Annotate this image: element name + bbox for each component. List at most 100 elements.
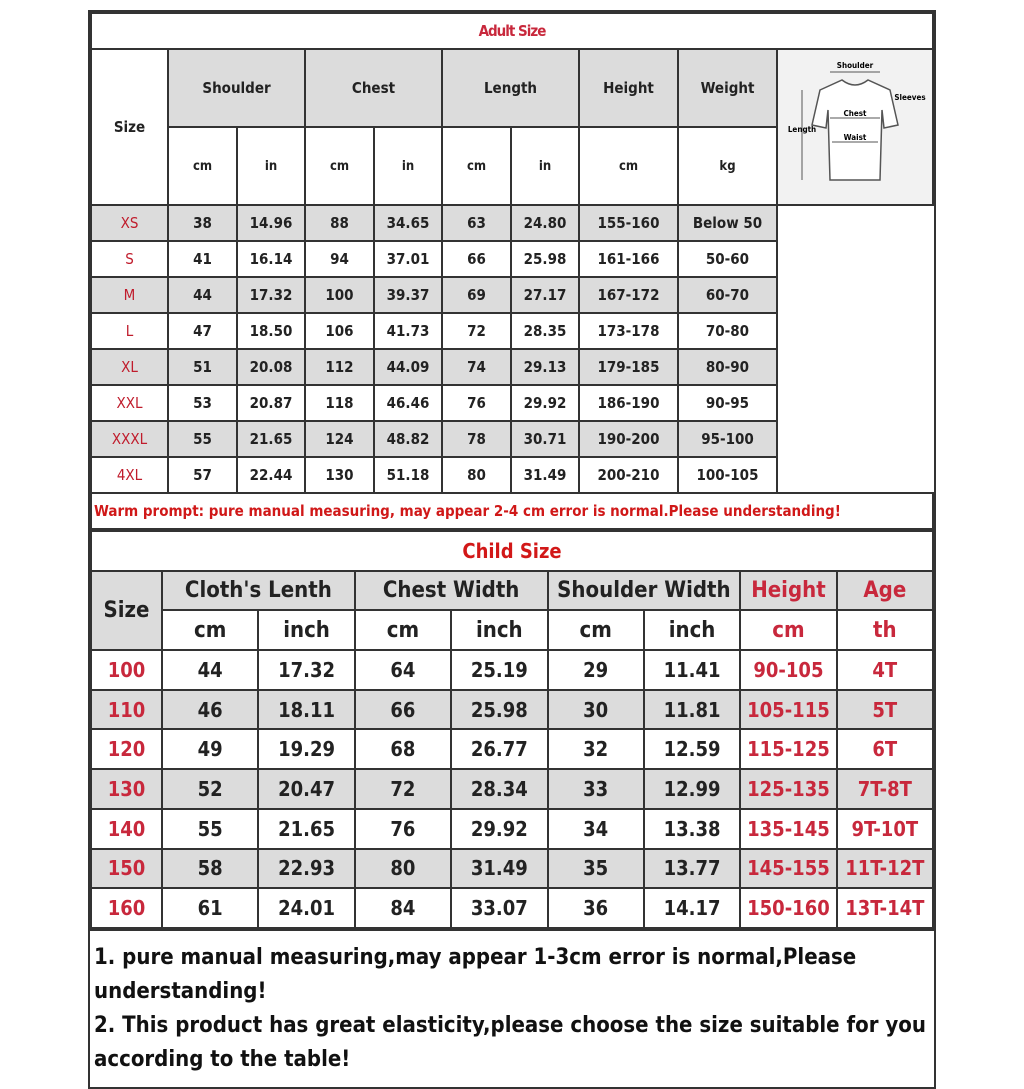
adult-size-table: Adult Size Size Shoulder Chest Length He… — [90, 12, 934, 530]
value-cell: 95-100 — [677, 420, 778, 458]
value-cell: 25.19 — [450, 649, 549, 691]
value-cell: 161-166 — [578, 240, 679, 278]
value-cell: 13T-14T — [835, 887, 935, 929]
value-cell: 105-115 — [739, 688, 838, 731]
value-cell: 44 — [167, 276, 238, 314]
value-cell: 125-135 — [739, 768, 838, 810]
table-row: XS 38 14.96 88 34.65 63 24.80 155-160 Below 50 — [90, 204, 933, 242]
unit-header: cm — [167, 126, 238, 206]
size-header: Size — [90, 569, 163, 652]
value-cell: 51 — [167, 348, 238, 386]
value-cell: 14.96 — [236, 204, 306, 242]
value-cell: 84 — [353, 887, 453, 929]
value-cell: 76 — [353, 807, 453, 850]
value-cell: 11.41 — [642, 649, 742, 691]
value-cell: 72 — [353, 768, 453, 810]
value-cell: 37.01 — [373, 240, 443, 278]
table-row: XL 51 20.08 112 44.09 74 29.13 179-185 80-90 — [90, 348, 933, 386]
value-cell: 130 — [304, 456, 375, 494]
group-header: Height — [739, 569, 838, 612]
value-cell: 64 — [353, 649, 453, 691]
value-cell: 30 — [546, 688, 645, 731]
value-cell: 34.65 — [373, 204, 443, 242]
value-cell: 155-160 — [578, 204, 679, 242]
value-cell: 70-80 — [677, 312, 778, 350]
group-header: Chest — [304, 48, 443, 128]
table-row: XXL 53 20.87 118 46.46 76 29.92 186-190 90-95 — [90, 384, 933, 422]
value-cell: 38 — [167, 204, 238, 242]
group-header: Height — [578, 48, 679, 128]
value-cell: 20.47 — [257, 768, 356, 810]
warm-prompt: Warm prompt: pure manual measuring, may … — [90, 492, 934, 530]
value-cell: 53 — [167, 384, 238, 422]
size-cell: XXL — [90, 384, 169, 422]
value-cell: 50-60 — [677, 240, 778, 278]
value-cell: 68 — [353, 728, 453, 771]
group-header: Shoulder Width — [546, 569, 742, 612]
value-cell: 106 — [304, 312, 375, 350]
value-cell: 46.46 — [373, 384, 443, 422]
child-title: Child Size — [90, 530, 934, 572]
table-row: M 44 17.32 100 39.37 69 27.17 167-172 60-70 — [90, 276, 933, 314]
length-label: Length — [788, 125, 816, 134]
value-cell: 19.29 — [257, 728, 356, 771]
value-cell: 66 — [353, 688, 453, 731]
group-header: Shoulder — [167, 48, 306, 128]
size-cell: S — [90, 240, 169, 278]
value-cell: 173-178 — [578, 312, 679, 350]
value-cell: 29.92 — [450, 807, 549, 850]
value-cell: 44.09 — [373, 348, 443, 386]
value-cell: 80 — [441, 456, 512, 494]
size-cell: 110 — [90, 688, 163, 731]
size-cell: 130 — [90, 768, 163, 810]
value-cell: 94 — [304, 240, 375, 278]
unit-header: inch — [257, 609, 356, 652]
value-cell: 41 — [167, 240, 238, 278]
value-cell: 36 — [546, 887, 645, 929]
value-cell: 34 — [546, 807, 645, 850]
value-cell: 24.80 — [510, 204, 580, 242]
waist-label: Waist — [844, 133, 867, 142]
note: 2. This product has great elasticity,ple… — [94, 1012, 926, 1072]
value-cell: 18.50 — [236, 312, 306, 350]
value-cell: 57 — [167, 456, 238, 494]
value-cell: 6T — [835, 728, 935, 771]
table-row: S 41 16.14 94 37.01 66 25.98 161-166 50-60 — [90, 240, 933, 278]
value-cell: 26.77 — [450, 728, 549, 771]
table-row: 160 61 24.01 84 33.07 36 14.17 150-160 13T-14T — [90, 887, 935, 929]
value-cell: 11T-12T — [835, 847, 935, 890]
value-cell: 115-125 — [739, 728, 838, 771]
value-cell: 41.73 — [373, 312, 443, 350]
value-cell: 18.11 — [257, 688, 356, 731]
table-row: 4XL 57 22.44 130 51.18 80 31.49 200-210 100-105 — [90, 456, 933, 494]
group-header: Weight — [677, 48, 778, 128]
value-cell: 55 — [160, 807, 260, 850]
unit-header: in — [236, 126, 306, 206]
unit-header: cm — [441, 126, 512, 206]
value-cell: 124 — [304, 420, 375, 458]
value-cell: 200-210 — [578, 456, 679, 494]
table-row: L 47 18.50 106 41.73 72 28.35 173-178 70-80 — [90, 312, 933, 350]
value-cell: 76 — [441, 384, 512, 422]
value-cell: 46 — [160, 688, 260, 731]
value-cell: 5T — [835, 688, 935, 731]
value-cell: 48.82 — [373, 420, 443, 458]
value-cell: 31.49 — [510, 456, 580, 494]
unit-header: cm — [160, 609, 260, 652]
chest-label: Chest — [843, 109, 867, 118]
table-row: 120 49 19.29 68 26.77 32 12.59 115-125 6T — [90, 728, 935, 771]
unit-header: inch — [642, 609, 742, 652]
unit-header: inch — [450, 609, 549, 652]
value-cell: 60-70 — [677, 276, 778, 314]
value-cell: 16.14 — [236, 240, 306, 278]
value-cell: 80 — [353, 847, 453, 890]
sleeves-label: Sleeves — [894, 93, 925, 102]
size-cell: 160 — [90, 887, 163, 929]
value-cell: 21.65 — [257, 807, 356, 850]
value-cell: 14.17 — [642, 887, 742, 929]
value-cell: 88 — [304, 204, 375, 242]
value-cell: 118 — [304, 384, 375, 422]
value-cell: 28.35 — [510, 312, 580, 350]
value-cell: 17.32 — [236, 276, 306, 314]
value-cell: 145-155 — [739, 847, 838, 890]
